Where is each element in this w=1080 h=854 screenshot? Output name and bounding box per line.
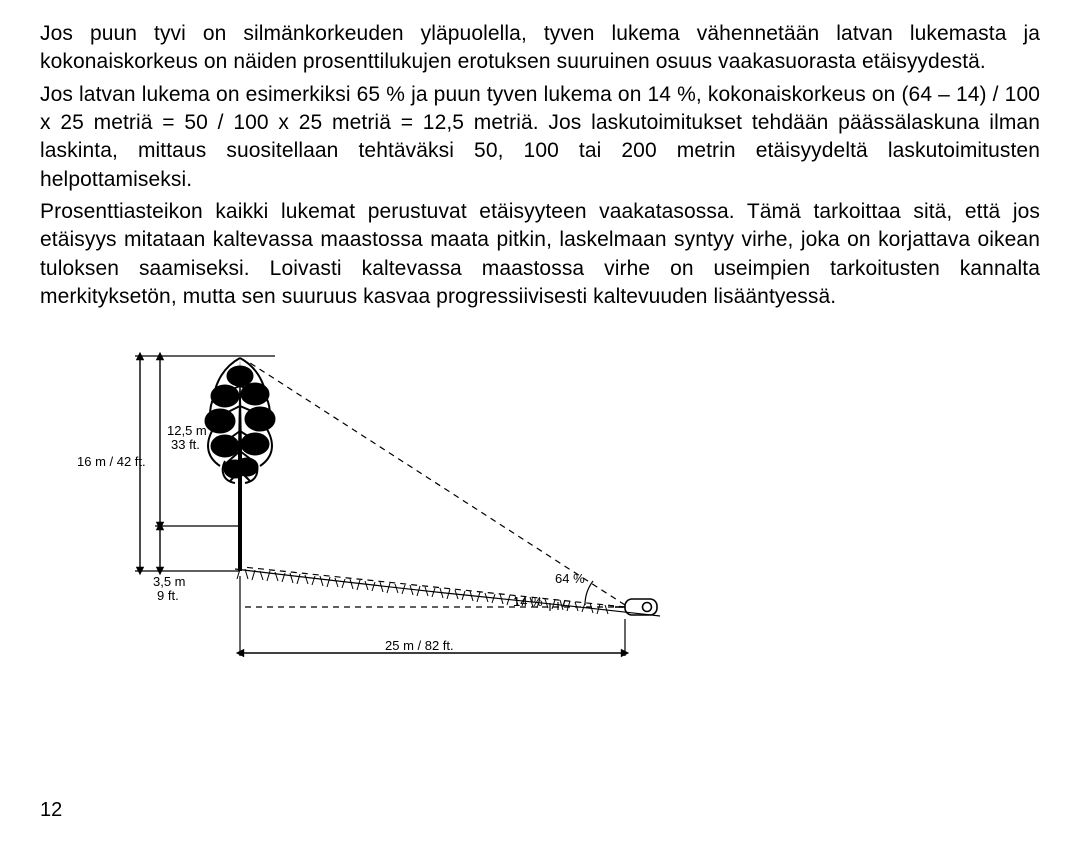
paragraph-3: Prosenttiasteikon kaikki lukemat perustu… [40,198,1040,311]
label-total-height: 16 m / 42 ft. [77,455,146,470]
label-bottom-segment-ft: 9 ft. [157,589,179,604]
paragraph-2: Jos latvan lukema on esimerkiksi 65 % ja… [40,81,1040,194]
page-number: 12 [40,799,62,822]
label-angle-top: 64 % [555,572,585,587]
label-angle-bottom: 14 % [513,595,543,610]
paragraph-1: Jos puun tyvi on silmänkorkeuden yläpuol… [40,20,1040,77]
label-horizontal-distance: 25 m / 82 ft. [385,639,454,654]
tree-height-diagram: 16 m / 42 ft. 12,5 m 33 ft. 3,5 m 9 ft. … [65,331,685,681]
document-page: Jos puun tyvi on silmänkorkeuden yläpuol… [0,0,1080,854]
label-top-segment-ft: 33 ft. [171,438,200,453]
